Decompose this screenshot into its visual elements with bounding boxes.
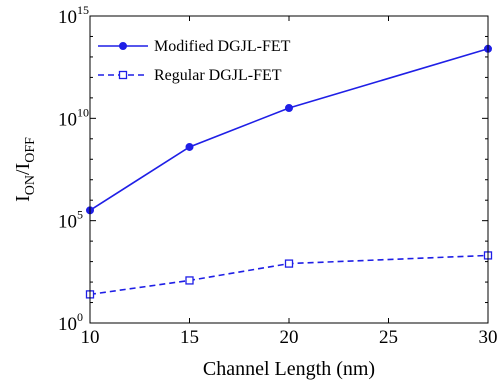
- legend-marker: [119, 42, 127, 50]
- legend-label: Modified DGJL-FET: [154, 38, 291, 55]
- x-tick-label: 25: [379, 327, 398, 348]
- data-point: [284, 259, 294, 268]
- y-tick-label: 105: [58, 208, 83, 233]
- legend: Modified DGJL-FET Regular DGJL-FET: [98, 38, 291, 84]
- y-axis-title: ION/IOFF: [12, 137, 38, 202]
- data-point: [285, 103, 293, 112]
- series-line-1: [89, 254, 489, 296]
- y-tick-label: 1015: [58, 3, 89, 28]
- x-axis-title: Channel Length (nm): [203, 358, 375, 380]
- x-tick-label: 20: [280, 327, 299, 348]
- y-tick-label: 1010: [58, 105, 89, 130]
- data-point: [185, 276, 194, 285]
- y-tick-label: 100: [58, 310, 83, 335]
- x-tick-label: 10: [81, 327, 100, 348]
- legend-label: Regular DGJL-FET: [154, 67, 282, 84]
- x-tick-label: 15: [180, 327, 199, 348]
- plot-frame: [89, 15, 489, 324]
- series-line-0: [89, 48, 489, 212]
- legend-marker: [118, 70, 128, 80]
- plot-area: [85, 44, 493, 299]
- data-point: [185, 142, 194, 151]
- x-tick-label: 30: [479, 327, 498, 348]
